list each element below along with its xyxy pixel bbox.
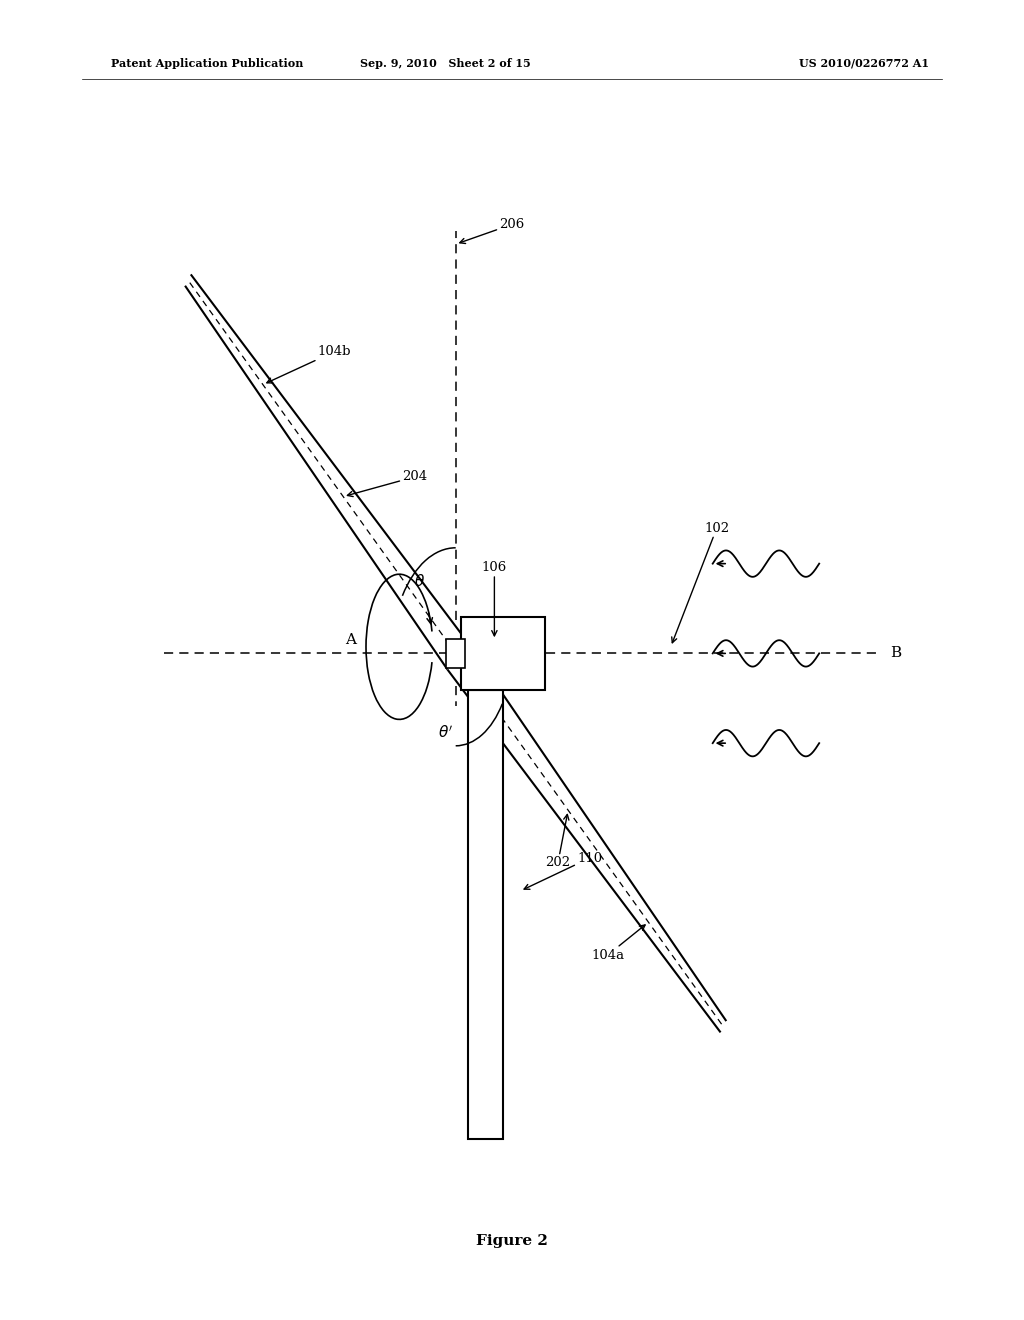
Text: 206: 206 — [460, 218, 524, 243]
Text: B: B — [891, 647, 901, 660]
Text: A: A — [345, 634, 356, 647]
Bar — [468, 689, 503, 1138]
Text: Sep. 9, 2010   Sheet 2 of 15: Sep. 9, 2010 Sheet 2 of 15 — [360, 58, 530, 69]
Text: 104a: 104a — [591, 925, 645, 962]
Text: $\theta$: $\theta$ — [415, 573, 425, 589]
Text: 110: 110 — [524, 851, 602, 890]
Text: 202: 202 — [546, 814, 570, 870]
Text: Figure 2: Figure 2 — [476, 1234, 548, 1247]
Text: 106: 106 — [481, 561, 507, 636]
Bar — [446, 639, 465, 668]
Bar — [461, 618, 545, 689]
Text: 204: 204 — [347, 470, 427, 496]
Text: 102: 102 — [672, 521, 729, 643]
Text: Patent Application Publication: Patent Application Publication — [111, 58, 303, 69]
Text: US 2010/0226772 A1: US 2010/0226772 A1 — [799, 58, 929, 69]
Text: $\theta'$: $\theta'$ — [438, 725, 453, 741]
Text: 104b: 104b — [267, 345, 351, 383]
